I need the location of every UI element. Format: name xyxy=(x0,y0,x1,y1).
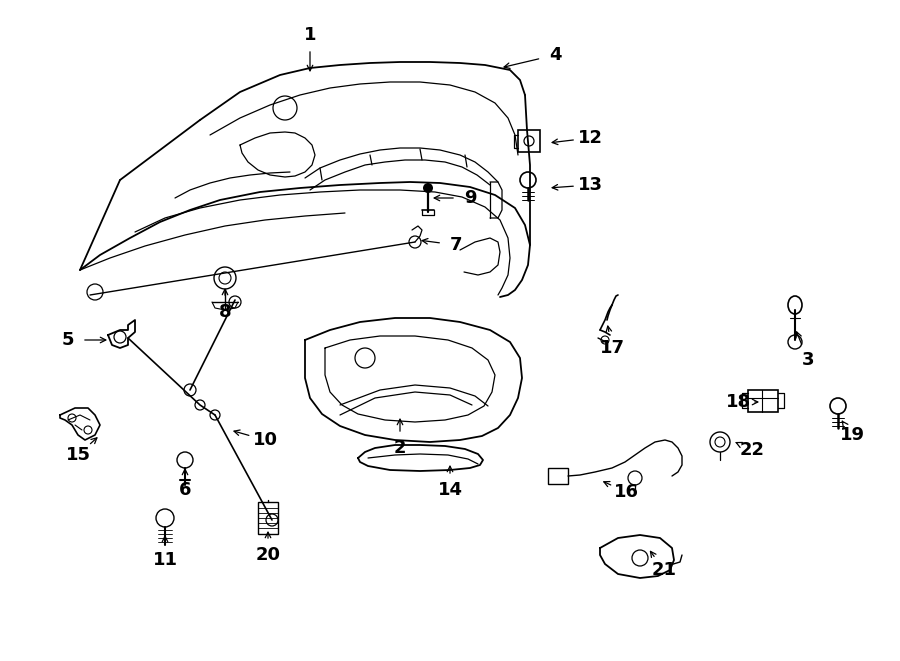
Text: 7: 7 xyxy=(450,236,463,254)
Text: 9: 9 xyxy=(464,189,476,207)
Text: 18: 18 xyxy=(725,393,751,411)
Text: 15: 15 xyxy=(66,446,91,464)
Bar xyxy=(748,390,778,412)
Text: 20: 20 xyxy=(256,546,281,564)
Bar xyxy=(548,468,568,484)
Text: 21: 21 xyxy=(652,561,677,579)
Text: 2: 2 xyxy=(394,439,406,457)
Text: 22: 22 xyxy=(740,441,764,459)
Text: 10: 10 xyxy=(253,431,277,449)
Text: 6: 6 xyxy=(179,481,191,499)
Text: 13: 13 xyxy=(578,176,602,194)
Text: 5: 5 xyxy=(62,331,74,349)
Text: 8: 8 xyxy=(219,303,231,321)
Text: 17: 17 xyxy=(599,339,625,357)
Bar xyxy=(258,502,278,534)
Text: 1: 1 xyxy=(304,26,316,44)
Circle shape xyxy=(423,183,433,193)
Text: 11: 11 xyxy=(152,551,177,569)
Text: 16: 16 xyxy=(614,483,638,501)
Text: 4: 4 xyxy=(549,46,562,64)
Text: 19: 19 xyxy=(840,426,865,444)
Bar xyxy=(518,130,540,152)
Text: 3: 3 xyxy=(802,351,814,369)
Text: 14: 14 xyxy=(437,481,463,499)
Text: 12: 12 xyxy=(578,129,602,147)
